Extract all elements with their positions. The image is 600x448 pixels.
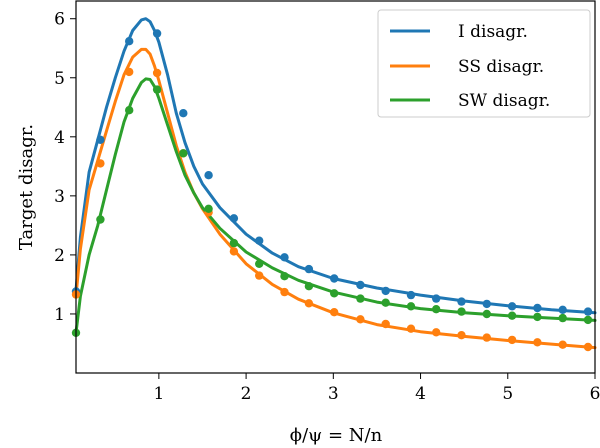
series-line-ss — [74, 47, 597, 350]
data-point-i — [96, 135, 105, 144]
data-point-i — [507, 302, 517, 311]
data-point-sw — [558, 313, 567, 323]
legend-box — [377, 9, 591, 118]
y-axis-label: Target disagr. — [16, 124, 37, 250]
legend-label-sw: SW disagr. — [458, 91, 550, 111]
data-point-i — [330, 274, 339, 283]
plot-lines — [74, 17, 597, 350]
data-point-ss — [406, 324, 416, 333]
data-point-i — [558, 305, 567, 314]
y-tick-label: 3 — [54, 187, 65, 207]
y-tick-label: 1 — [54, 305, 65, 325]
x-tick-label: 3 — [328, 384, 339, 404]
y-tick-label: 4 — [54, 128, 65, 148]
data-point-i — [255, 236, 264, 245]
data-point-sw — [482, 309, 491, 319]
data-point-sw — [204, 204, 213, 213]
data-point-ss — [558, 340, 567, 349]
data-point-sw — [507, 311, 517, 320]
legend: I disagr. SS disagr. SW disagr. — [377, 9, 591, 118]
data-point-ss — [432, 328, 441, 337]
data-point-sw — [96, 215, 105, 224]
data-point-ss — [152, 68, 162, 78]
data-point-sw — [229, 238, 239, 248]
data-point-ss — [457, 331, 466, 340]
data-point-sw — [125, 106, 134, 115]
data-point-sw — [457, 307, 466, 316]
data-point-i — [583, 307, 593, 316]
plot-frame — [75, 0, 596, 374]
axis-ticks: 1 2 3 4 5 6 1 2 3 4 5 6 — [54, 10, 600, 404]
data-point-ss — [482, 333, 491, 342]
data-point-sw — [533, 312, 542, 322]
data-point-i — [356, 280, 365, 290]
data-point-i — [482, 299, 491, 309]
x-tick-label: 6 — [590, 384, 600, 404]
x-axis-label: ϕ/ψ = N/n — [290, 425, 383, 446]
x-tick-label: 1 — [153, 384, 164, 404]
data-point-i — [204, 171, 213, 180]
data-point-ss — [533, 338, 542, 347]
data-point-ss — [125, 67, 134, 77]
data-point-sw — [356, 294, 365, 303]
data-point-sw — [280, 272, 289, 281]
series-line-sw — [74, 77, 597, 335]
data-point-i — [533, 303, 542, 313]
data-point-i — [304, 264, 314, 274]
data-point-i — [432, 294, 441, 303]
data-point-sw — [330, 289, 339, 298]
data-point-ss — [280, 287, 289, 297]
y-tick-label: 2 — [54, 246, 65, 266]
data-point-i — [179, 109, 188, 118]
data-point-i — [457, 297, 466, 306]
plot-points — [71, 29, 593, 352]
series-line-i — [74, 17, 597, 315]
y-tick-label: 5 — [54, 69, 65, 89]
x-tick-label: 4 — [415, 384, 426, 404]
data-point-i — [280, 253, 289, 262]
data-point-sw — [304, 282, 314, 291]
data-point-ss — [330, 308, 339, 317]
x-tick-label: 2 — [241, 384, 252, 404]
data-point-ss — [96, 159, 105, 168]
data-point-ss — [255, 271, 264, 280]
legend-label-i: I disagr. — [458, 22, 528, 42]
y-tick-label: 6 — [54, 10, 65, 30]
data-point-i — [152, 29, 162, 38]
legend-label-ss: SS disagr. — [458, 57, 544, 77]
data-point-i — [125, 37, 134, 46]
data-point-i — [381, 286, 390, 296]
data-point-ss — [229, 247, 239, 256]
x-tick-label: 5 — [502, 384, 513, 404]
data-point-ss — [304, 299, 314, 308]
data-point-sw — [381, 298, 390, 307]
data-point-ss — [507, 335, 517, 345]
data-point-sw — [152, 85, 162, 94]
data-point-sw — [583, 315, 593, 325]
data-point-sw — [432, 305, 441, 314]
data-point-ss — [381, 319, 390, 329]
data-point-i — [229, 214, 239, 223]
data-point-sw — [255, 259, 264, 268]
data-point-ss — [583, 342, 593, 352]
data-point-sw — [179, 149, 188, 158]
data-point-sw — [406, 302, 416, 311]
data-point-ss — [356, 315, 365, 324]
data-point-i — [406, 290, 416, 300]
